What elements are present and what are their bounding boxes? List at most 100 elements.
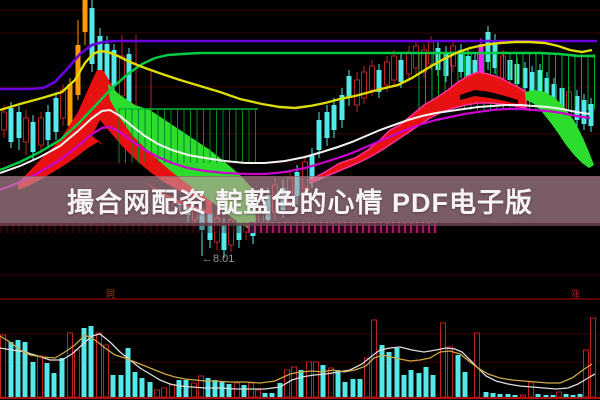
volume-bar <box>74 349 80 398</box>
volume-bar <box>563 394 569 397</box>
candle <box>236 215 242 240</box>
candle <box>75 45 81 95</box>
watermark-text: 撮合网配资 靛藍色的心情 PDF电子版 <box>66 187 533 218</box>
volume-bar <box>125 348 131 397</box>
candle <box>309 155 315 180</box>
volume-ma-white <box>0 333 596 390</box>
volume-bar <box>110 375 116 397</box>
candle <box>1 111 7 131</box>
volume-bar <box>505 394 511 397</box>
volume-bar <box>15 340 21 397</box>
volume-bar <box>447 346 453 398</box>
volume-bar <box>408 370 414 397</box>
volume-bar <box>583 349 589 398</box>
volume-bar <box>103 344 109 398</box>
volume-bar <box>455 355 461 397</box>
volume-bar <box>262 393 268 397</box>
candle <box>522 68 528 88</box>
price-low-label: ←8.01 <box>202 253 234 265</box>
candle <box>23 117 29 143</box>
volume-bar <box>430 375 436 397</box>
volume-bar <box>320 365 326 397</box>
ma-line-green <box>0 51 595 172</box>
volume-ma-yellow <box>0 334 593 384</box>
candle <box>30 122 36 152</box>
ma-line-white <box>0 104 591 174</box>
candle <box>391 55 397 81</box>
volume-bar <box>241 385 247 397</box>
volume-bar <box>416 373 422 397</box>
candle <box>119 55 125 97</box>
candle <box>458 50 464 72</box>
candle <box>97 36 103 70</box>
volume-bar <box>154 389 160 398</box>
volume-bar <box>88 326 94 397</box>
candle <box>53 98 59 132</box>
volume-bar <box>81 328 87 397</box>
candle <box>60 89 66 119</box>
volume-bar <box>577 394 583 397</box>
volume-bar <box>291 366 297 398</box>
candle <box>369 65 375 91</box>
volume-bar <box>37 355 43 398</box>
candle <box>354 79 360 106</box>
candle <box>104 44 110 80</box>
candle <box>398 60 404 82</box>
candle <box>413 45 419 69</box>
banner-underline-strip-faint <box>0 222 248 233</box>
volume-bar <box>219 382 225 397</box>
volume-bar <box>490 393 496 397</box>
candle <box>67 84 73 126</box>
volume-bar <box>277 383 283 397</box>
volume-bar <box>313 361 319 398</box>
candle <box>316 120 322 150</box>
watermark-banner: 撮合网配资 靛藍色的心情 PDF电子版 <box>0 176 600 226</box>
candle <box>443 52 449 76</box>
volume-bar <box>147 382 153 397</box>
ribbon-gap <box>460 90 518 104</box>
candle <box>384 61 390 86</box>
candle <box>478 44 484 74</box>
volume-bar <box>520 394 526 398</box>
volume-bar <box>528 381 534 398</box>
candle <box>324 112 330 138</box>
candle <box>361 71 367 99</box>
volume-bar <box>342 382 348 397</box>
volume-bar <box>132 372 138 397</box>
volume-bar <box>535 394 541 397</box>
volume-bar <box>161 387 167 398</box>
volume-bar <box>234 382 240 398</box>
banner-underline-strip <box>248 222 437 233</box>
volume-bar <box>44 363 50 397</box>
candle <box>38 117 44 146</box>
volume-bar <box>0 334 6 398</box>
candle <box>485 32 491 62</box>
volume-bar <box>394 348 400 397</box>
volume-bar <box>497 394 503 397</box>
volume-bar <box>183 380 189 397</box>
candle <box>551 84 557 106</box>
ma-line-magenta <box>0 107 591 192</box>
volume-bar <box>440 322 446 398</box>
volume-bar <box>51 373 57 397</box>
candle <box>529 72 535 92</box>
volume-bar <box>386 352 392 397</box>
volume-bar <box>306 361 312 398</box>
volume-bar <box>169 384 175 398</box>
candle <box>472 60 478 80</box>
volume-bar <box>198 375 204 398</box>
volume-bar <box>226 384 232 397</box>
volume-bar <box>139 378 145 397</box>
ma-line-purple <box>0 39 597 91</box>
candle <box>537 70 543 94</box>
volume-bar <box>30 362 36 397</box>
candle <box>339 95 345 120</box>
candle <box>126 54 132 114</box>
candle <box>574 96 580 120</box>
candle <box>421 49 427 73</box>
volume-bar <box>255 389 261 398</box>
candle <box>207 212 213 240</box>
volume-bar <box>298 370 304 397</box>
volume-bar <box>570 395 576 397</box>
volume-bar <box>269 393 275 397</box>
